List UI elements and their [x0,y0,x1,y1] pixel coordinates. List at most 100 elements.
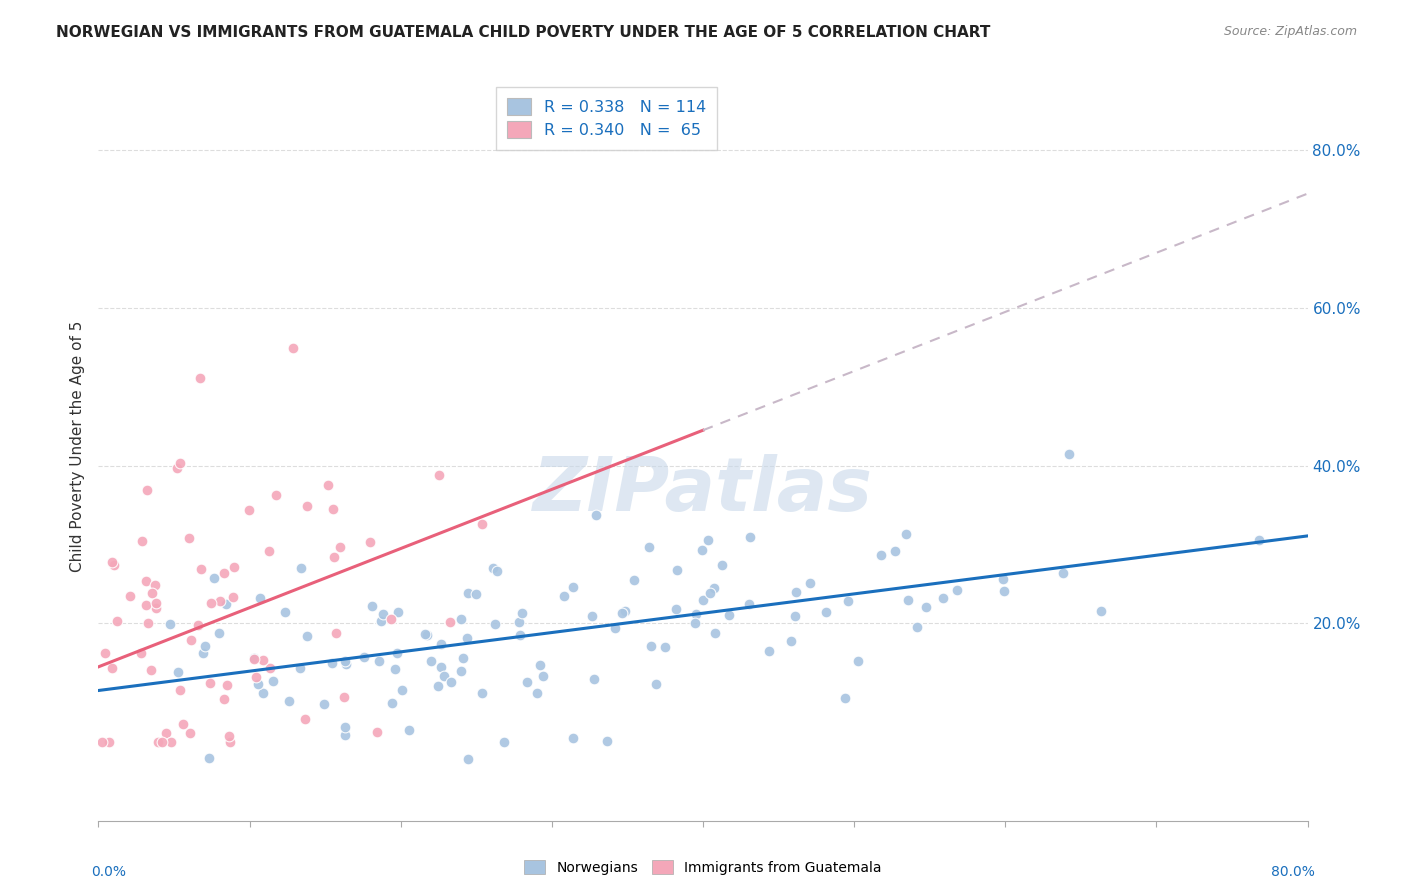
Point [785,609,807,624]
Point [187,618,209,632]
Point [249,591,271,605]
Point [212,692,235,706]
Point [222,560,245,574]
Point [242,650,264,665]
Point [561,731,583,745]
Point [758,644,780,658]
Point [179,726,201,740]
Point [603,621,626,635]
Text: 0.0%: 0.0% [91,865,127,879]
Point [946,582,969,597]
Point [654,640,676,655]
Point [814,605,837,619]
Point [100,555,122,569]
Point [179,531,201,545]
Point [198,751,221,765]
Point [430,660,453,674]
Point [335,720,357,734]
Point [699,586,721,600]
Point [335,654,357,668]
Text: NORWEGIAN VS IMMIGRANTS FROM GUATEMALA CHILD POVERTY UNDER THE AGE OF 5 CORRELAT: NORWEGIAN VS IMMIGRANTS FROM GUATEMALA C… [56,25,991,40]
Point [294,712,316,726]
Point [690,543,713,558]
Point [897,593,920,607]
Point [212,566,235,580]
Point [371,607,394,621]
Point [585,508,607,522]
Point [582,673,605,687]
Point [385,646,408,660]
Point [1052,566,1074,581]
Point [316,478,339,492]
Point [295,500,318,514]
Point [450,664,472,678]
Point [141,663,163,677]
Point [704,625,727,640]
Point [384,662,406,676]
Point [172,716,194,731]
Point [238,503,260,517]
Point [136,616,159,631]
Point [262,674,284,689]
Point [430,637,453,651]
Point [194,639,217,653]
Point [143,578,166,592]
Point [738,597,761,611]
Legend: Norwegians, Immigrants from Guatemala: Norwegians, Immigrants from Guatemala [519,855,887,880]
Point [450,612,472,626]
Point [277,694,299,708]
Point [169,682,191,697]
Point [219,735,242,749]
Point [834,690,856,705]
Point [884,544,907,558]
Point [870,548,893,562]
Point [188,371,211,385]
Point [846,654,869,668]
Point [492,735,515,749]
Point [297,629,319,643]
Point [353,650,375,665]
Point [243,652,266,666]
Point [413,627,436,641]
Point [245,669,267,683]
Point [439,615,461,629]
Point [457,586,479,600]
Point [1059,447,1081,461]
Point [451,651,474,665]
Point [166,461,188,475]
Point [510,607,533,621]
Point [420,654,443,668]
Point [335,657,357,671]
Point [465,586,488,600]
Point [101,661,124,675]
Point [380,612,402,626]
Point [1249,533,1271,547]
Point [683,616,706,631]
Point [381,696,404,710]
Point [610,606,633,620]
Point [281,342,304,356]
Point [155,726,177,740]
Point [208,626,231,640]
Point [90,735,112,749]
Point [209,594,232,608]
Point [215,597,238,611]
Point [596,734,619,748]
Point [433,669,456,683]
Point [257,544,280,558]
Point [159,617,181,632]
Point [665,563,688,577]
Point [710,558,733,572]
Point [329,540,352,554]
Point [135,598,157,612]
Point [135,483,157,498]
Point [259,661,281,675]
Point [167,665,190,680]
Point [325,626,347,640]
Point [485,564,508,578]
Point [366,725,388,739]
Point [321,657,343,671]
Point [200,596,222,610]
Point [387,605,409,619]
Point [333,690,356,705]
